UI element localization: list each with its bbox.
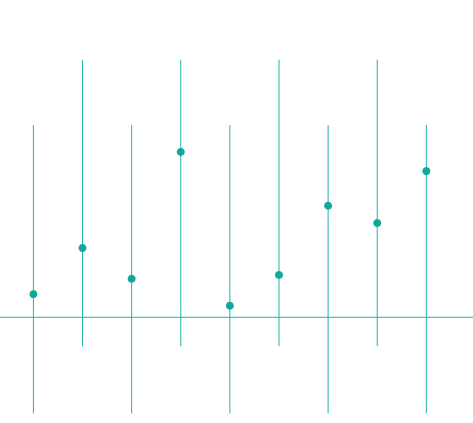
error-bars-group (32, 59, 427, 414)
data-point-4 (176, 147, 185, 156)
data-point-6 (274, 270, 283, 279)
data-point-7 (324, 201, 333, 210)
data-points-group (29, 147, 431, 310)
data-point-8 (373, 219, 382, 228)
data-point-1 (29, 290, 38, 299)
data-point-2 (78, 244, 87, 253)
data-point-9 (422, 167, 431, 176)
data-point-5 (225, 301, 234, 310)
data-point-3 (127, 274, 136, 283)
